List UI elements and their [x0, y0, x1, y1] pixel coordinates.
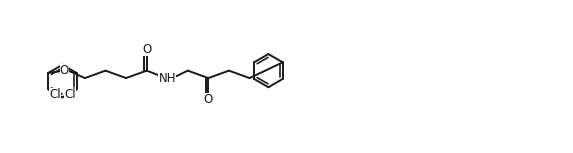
Text: O: O: [60, 64, 69, 77]
Text: O: O: [204, 93, 213, 106]
Text: O: O: [142, 43, 151, 56]
Text: Cl: Cl: [64, 88, 76, 101]
Text: Cl: Cl: [49, 88, 61, 101]
Text: NH: NH: [159, 72, 176, 85]
